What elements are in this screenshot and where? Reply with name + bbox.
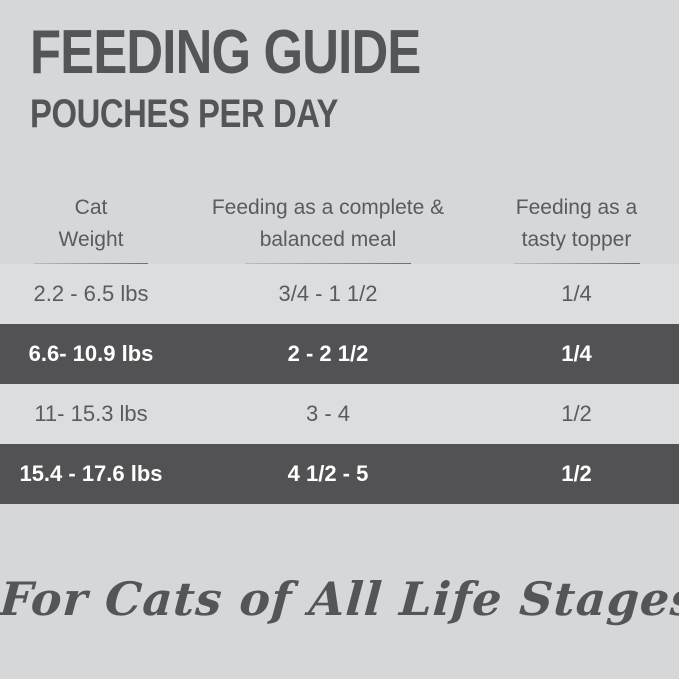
cat-weight-cell: 11- 15.3 lbs <box>34 401 148 426</box>
column-header-complete-meal: Feeding as a complete & balanced meal <box>182 192 474 265</box>
column-header-line: Cat <box>74 196 108 219</box>
table-header-row: Cat Weight Feeding as a complete & balan… <box>0 192 679 265</box>
table-row: 2.2 - 6.5 lbs 3/4 - 1 1/2 1/4 <box>0 264 679 324</box>
column-header-line: Feeding as a <box>515 196 638 219</box>
column-header-line: tasty topper <box>521 228 632 251</box>
column-header-tasty-topper: Feeding as a tasty topper <box>474 192 679 265</box>
tasty-topper-cell: 1/4 <box>561 341 592 366</box>
column-header-line: Feeding as a complete & <box>211 196 445 219</box>
tasty-topper-cell: 1/4 <box>561 281 592 306</box>
column-header-cat-weight: Cat Weight <box>0 192 182 265</box>
cat-weight-cell: 6.6- 10.9 lbs <box>28 341 154 366</box>
column-header-line: balanced meal <box>259 228 397 251</box>
table-row: 15.4 - 17.6 lbs 4 1/2 - 5 1/2 <box>0 444 679 504</box>
table-row: 6.6- 10.9 lbs 2 - 2 1/2 1/4 <box>0 324 679 384</box>
tasty-topper-cell: 1/2 <box>561 461 592 486</box>
cat-weight-cell: 2.2 - 6.5 lbs <box>33 281 149 306</box>
complete-meal-cell: 3 - 4 <box>305 401 351 426</box>
table-row: 11- 15.3 lbs 3 - 4 1/2 <box>0 384 679 444</box>
complete-meal-cell: 2 - 2 1/2 <box>287 341 369 366</box>
table-body: 2.2 - 6.5 lbs 3/4 - 1 1/2 1/4 6.6- 10.9 … <box>0 264 679 504</box>
cat-weight-cell: 15.4 - 17.6 lbs <box>19 461 163 486</box>
page-subtitle: POUCHES PER DAY <box>30 92 338 136</box>
all-life-stages-tagline: For Cats of All Life Stages <box>0 572 679 626</box>
complete-meal-cell: 4 1/2 - 5 <box>287 461 369 486</box>
column-header-line: Weight <box>58 228 124 251</box>
complete-meal-cell: 3/4 - 1 1/2 <box>278 281 378 306</box>
page-title: FEEDING GUIDE <box>30 18 421 87</box>
tasty-topper-cell: 1/2 <box>561 401 592 426</box>
